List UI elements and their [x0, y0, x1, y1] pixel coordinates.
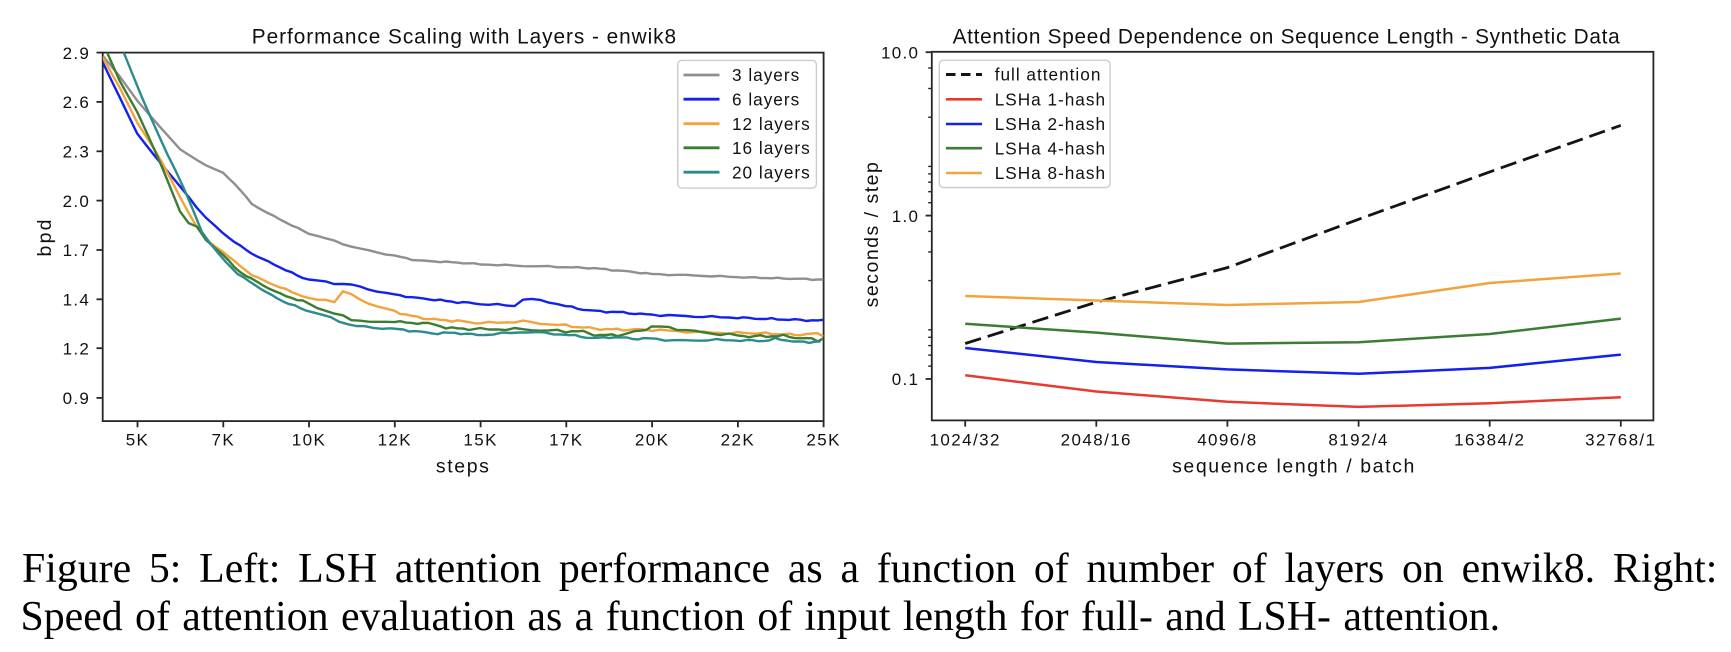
svg-text:seconds / step: seconds / step: [861, 161, 883, 308]
svg-text:12 layers: 12 layers: [732, 114, 811, 134]
svg-text:Performance Scaling with Layer: Performance Scaling with Layers - enwik8: [252, 26, 677, 49]
svg-text:LSHa 2-hash: LSHa 2-hash: [995, 114, 1106, 134]
svg-text:steps: steps: [436, 456, 491, 478]
svg-text:10K: 10K: [292, 431, 326, 450]
svg-text:1024/32: 1024/32: [930, 431, 1001, 450]
svg-text:2.9: 2.9: [63, 44, 91, 63]
svg-text:Figure 5: Left: LSH attention: Figure 5: Left: LSH attention performanc…: [22, 546, 1717, 592]
svg-text:Speed of attention evaluation: Speed of attention evaluation as a funct…: [21, 594, 1501, 640]
svg-text:3 layers: 3 layers: [732, 65, 800, 85]
svg-text:4096/8: 4096/8: [1197, 431, 1257, 450]
svg-text:1.4: 1.4: [63, 291, 91, 310]
svg-text:2048/16: 2048/16: [1061, 431, 1132, 450]
svg-text:20K: 20K: [635, 431, 669, 450]
svg-text:bpd: bpd: [34, 217, 56, 256]
svg-text:1.7: 1.7: [63, 241, 91, 260]
svg-text:0.1: 0.1: [892, 370, 920, 389]
svg-text:LSHa 8-hash: LSHa 8-hash: [995, 163, 1106, 183]
svg-text:25K: 25K: [806, 431, 840, 450]
svg-text:1.2: 1.2: [63, 339, 91, 358]
svg-text:10.0: 10.0: [881, 43, 919, 62]
svg-text:12K: 12K: [378, 431, 412, 450]
svg-text:20 layers: 20 layers: [732, 162, 811, 182]
svg-text:LSHa 1-hash: LSHa 1-hash: [995, 90, 1106, 110]
svg-text:17K: 17K: [549, 431, 583, 450]
svg-text:2.3: 2.3: [63, 143, 91, 162]
svg-text:Attention Speed Dependence on: Attention Speed Dependence on Sequence L…: [953, 26, 1621, 49]
svg-text:0.9: 0.9: [63, 389, 91, 408]
svg-text:2.6: 2.6: [63, 93, 91, 112]
svg-text:22K: 22K: [721, 431, 755, 450]
svg-text:LSHa 4-hash: LSHa 4-hash: [995, 138, 1106, 158]
svg-text:sequence length / batch: sequence length / batch: [1172, 456, 1416, 478]
svg-text:full attention: full attention: [995, 65, 1102, 85]
svg-text:15K: 15K: [463, 431, 497, 450]
svg-text:16 layers: 16 layers: [732, 138, 811, 158]
svg-text:6 layers: 6 layers: [732, 89, 800, 109]
svg-text:8192/4: 8192/4: [1328, 431, 1388, 450]
svg-text:1.0: 1.0: [892, 207, 920, 226]
svg-text:5K: 5K: [126, 431, 150, 450]
svg-text:2.0: 2.0: [63, 192, 91, 211]
svg-text:16384/2: 16384/2: [1454, 431, 1525, 450]
svg-text:32768/1: 32768/1: [1585, 431, 1656, 450]
svg-text:7K: 7K: [212, 431, 236, 450]
